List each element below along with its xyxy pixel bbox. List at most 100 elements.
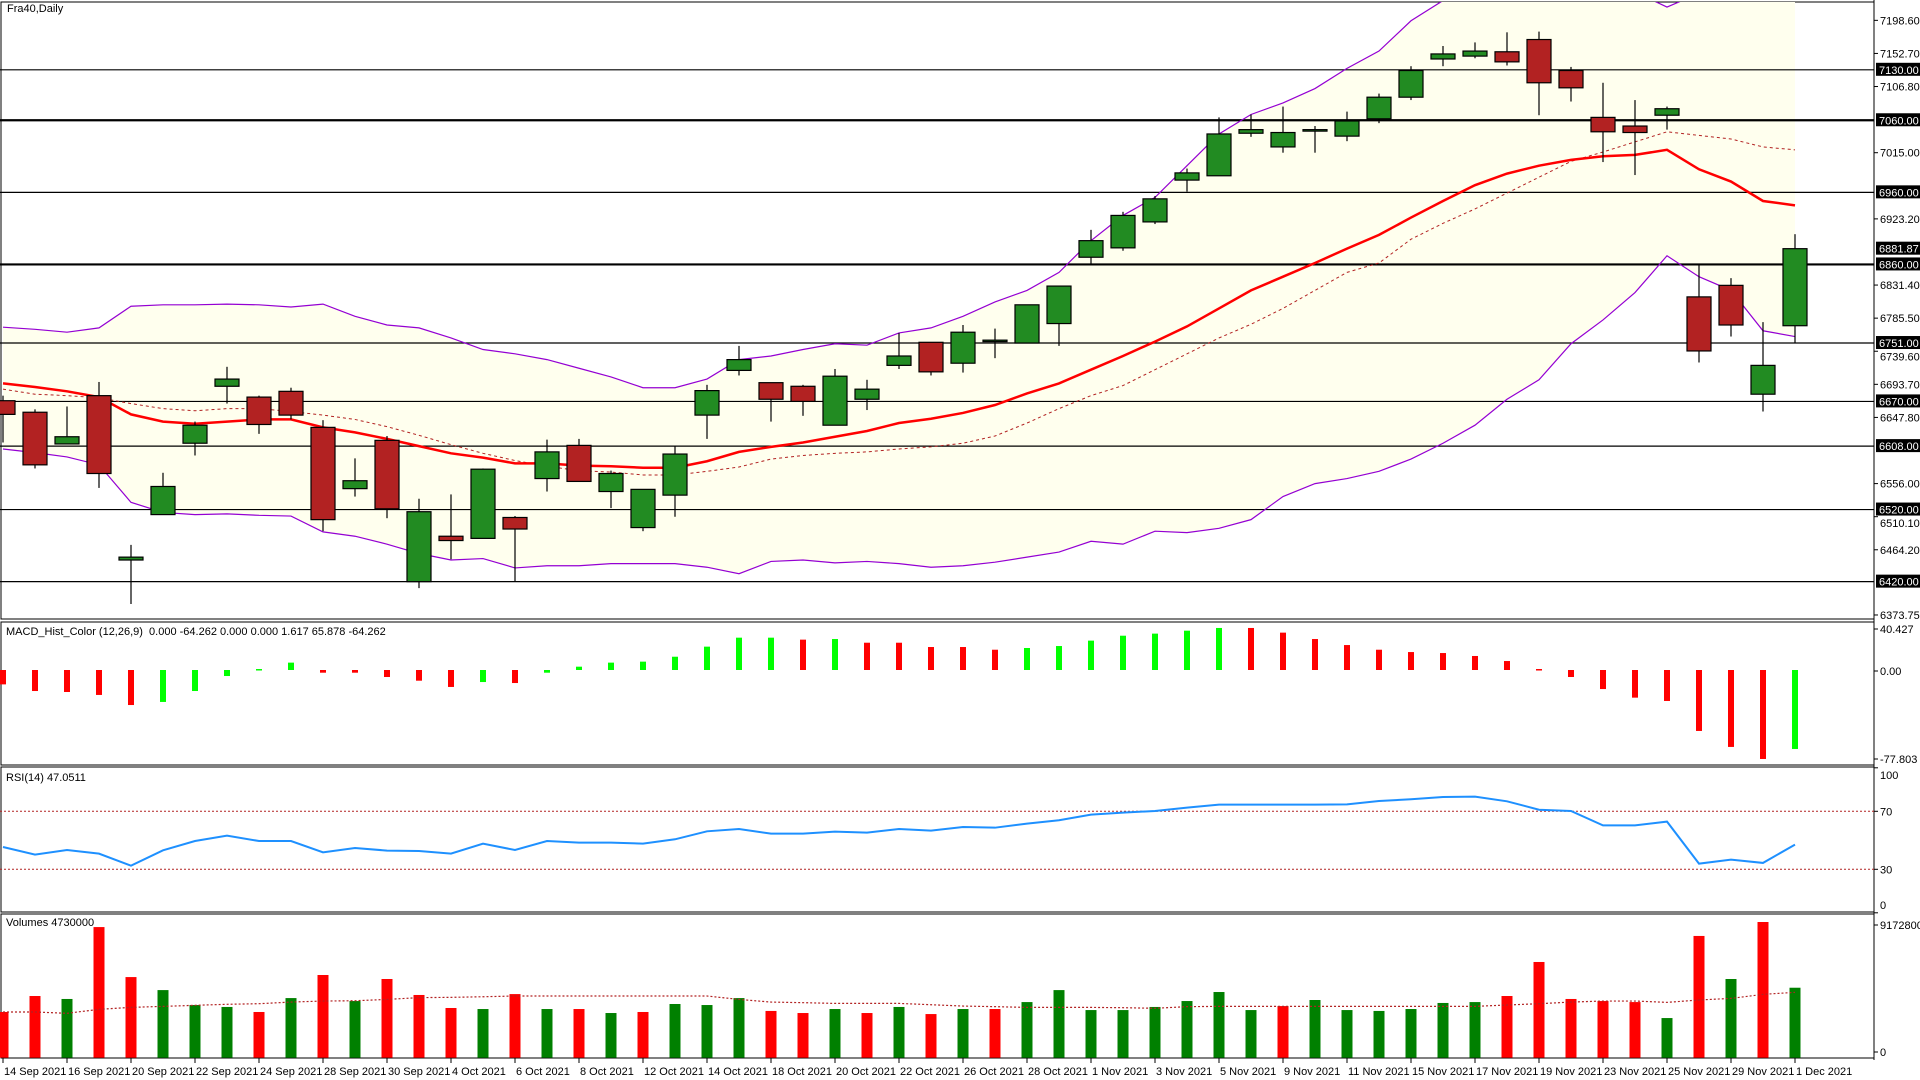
date-label: 23 Nov 2021 bbox=[1604, 1066, 1666, 1078]
volume-bar bbox=[989, 1009, 1001, 1058]
date-label: 20 Sep 2021 bbox=[132, 1066, 194, 1078]
macd-tick-label: -77.803 bbox=[1880, 754, 1917, 766]
candle bbox=[502, 516, 528, 582]
candle-body bbox=[54, 436, 80, 445]
level-price-label-bg bbox=[1876, 62, 1920, 76]
volume-bar bbox=[1149, 1006, 1161, 1058]
price-tick-label: 6556.00 bbox=[1880, 479, 1920, 491]
candle-body bbox=[406, 511, 432, 583]
volume-ma-line bbox=[3, 991, 1796, 1014]
macd-histogram-bar bbox=[416, 670, 422, 681]
volume-bar bbox=[1565, 998, 1577, 1058]
date-label: 26 Oct 2021 bbox=[964, 1066, 1024, 1078]
level-price-label-bg bbox=[1876, 439, 1920, 453]
volume-bar bbox=[1533, 961, 1545, 1058]
candle bbox=[22, 409, 48, 469]
volume-tick-label: 0 bbox=[1880, 1047, 1886, 1059]
volume-bar bbox=[1117, 1010, 1129, 1058]
volume-bar bbox=[573, 1009, 585, 1058]
volume-bar bbox=[1693, 935, 1705, 1058]
volume-bar bbox=[381, 978, 393, 1058]
volume-bar bbox=[317, 975, 329, 1058]
volume-bar bbox=[1181, 1001, 1193, 1058]
volume-bar bbox=[829, 1009, 841, 1058]
candle-body bbox=[278, 390, 304, 416]
level-price-label-bg bbox=[1876, 394, 1920, 408]
candle bbox=[1366, 93, 1392, 124]
volume-bar bbox=[1501, 996, 1513, 1058]
date-label: 19 Nov 2021 bbox=[1540, 1066, 1602, 1078]
candle bbox=[1238, 114, 1264, 137]
macd-histogram-bar bbox=[64, 670, 70, 692]
candle-body bbox=[118, 556, 144, 561]
candle-body bbox=[1590, 116, 1616, 133]
last-price-label: 6881.87 bbox=[1879, 244, 1919, 256]
volume-bar bbox=[253, 1011, 265, 1058]
candle-body bbox=[1430, 53, 1456, 60]
macd-histogram-bar bbox=[1440, 653, 1446, 670]
candle-body bbox=[854, 388, 880, 400]
date-label: 22 Oct 2021 bbox=[900, 1066, 960, 1078]
volume-bar bbox=[285, 998, 297, 1058]
candle bbox=[566, 438, 592, 483]
volume-bar bbox=[957, 1009, 969, 1058]
rsi-tick-label: 70 bbox=[1880, 806, 1892, 818]
candle-body bbox=[1718, 284, 1744, 326]
candle bbox=[822, 368, 848, 426]
volume-bar bbox=[0, 1011, 9, 1058]
macd-histogram-bar bbox=[160, 670, 166, 702]
macd-histogram-bar bbox=[1760, 670, 1766, 759]
macd-histogram-bar bbox=[128, 670, 134, 706]
rsi-label: RSI(14) 47.0511 bbox=[6, 772, 86, 784]
candle-body bbox=[726, 359, 752, 372]
macd-histogram-bar bbox=[736, 637, 742, 670]
candle-body bbox=[662, 453, 688, 496]
macd-histogram-bar bbox=[512, 670, 518, 684]
macd-histogram-bar bbox=[1696, 670, 1702, 731]
candle bbox=[0, 395, 16, 443]
candle bbox=[1334, 111, 1360, 142]
level-price-label: 7060.00 bbox=[1879, 115, 1919, 127]
macd-histogram-bar bbox=[352, 670, 358, 673]
candle-body bbox=[694, 390, 720, 416]
volume-bar bbox=[1341, 1010, 1353, 1058]
macd-histogram-bar bbox=[1216, 627, 1222, 670]
candle-body bbox=[534, 451, 560, 480]
candle-body bbox=[1558, 69, 1584, 89]
macd-histogram-bar bbox=[1728, 670, 1734, 747]
macd-histogram-bar bbox=[1152, 633, 1158, 670]
volume-bar bbox=[861, 1013, 873, 1058]
date-label: 24 Sep 2021 bbox=[260, 1066, 322, 1078]
volume-bar bbox=[1373, 1010, 1385, 1058]
volume-bar bbox=[893, 1006, 905, 1058]
candle bbox=[982, 328, 1008, 359]
volume-bar bbox=[1277, 1006, 1289, 1058]
volume-bar bbox=[1629, 1002, 1641, 1058]
level-price-label-bg bbox=[1876, 502, 1920, 516]
candle bbox=[342, 458, 368, 497]
candle bbox=[54, 406, 80, 445]
volume-bar bbox=[477, 1009, 489, 1058]
macd-histogram-bar bbox=[864, 642, 870, 670]
macd-tick-label: 0.00 bbox=[1880, 666, 1901, 678]
macd-histogram-bar bbox=[224, 670, 230, 677]
candle-body bbox=[1526, 38, 1552, 84]
volume-pane bbox=[0, 913, 1875, 1059]
price-tick-label: 6647.80 bbox=[1880, 412, 1920, 424]
candle-body bbox=[1046, 285, 1072, 325]
candle bbox=[438, 494, 464, 560]
volume-bar bbox=[733, 998, 745, 1058]
macd-histogram-bar bbox=[1376, 649, 1382, 670]
volume-bar bbox=[1469, 1002, 1481, 1058]
macd-histogram-bar bbox=[1184, 630, 1190, 670]
volume-bar bbox=[1405, 1009, 1417, 1058]
level-price-label-bg bbox=[1876, 185, 1920, 199]
candle-body bbox=[950, 331, 976, 364]
candle bbox=[662, 446, 688, 517]
macd-histogram-bar bbox=[96, 670, 102, 695]
date-label: 11 Nov 2021 bbox=[1348, 1066, 1410, 1078]
volume-bar bbox=[797, 1013, 809, 1058]
candle bbox=[182, 421, 208, 456]
macd-histogram-bar bbox=[1792, 670, 1798, 749]
